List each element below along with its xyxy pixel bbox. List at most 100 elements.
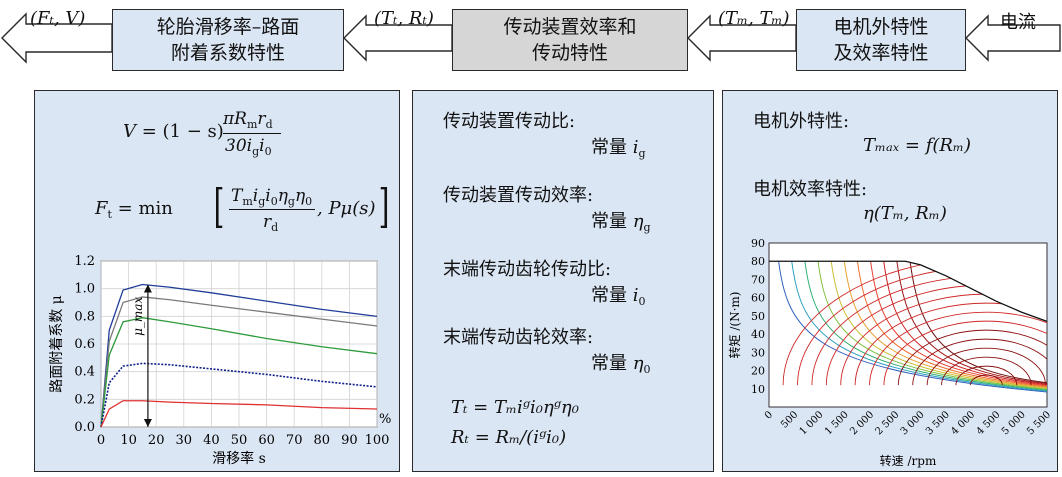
- efficiency-island-contour-6: [897, 329, 1047, 386]
- velocity-fraction-bar: [223, 133, 281, 134]
- slip-friction-chart: 0 10 20 30 40 50 60 70 80 90 100 0.0 0.2 0.4 0.6 0.8 1.0…: [49, 254, 391, 467]
- max-torque-curve: [769, 260, 1048, 322]
- map-x-tick-label: 5 500: [1025, 409, 1053, 437]
- force-fraction-bar: [229, 209, 315, 210]
- gear-efficiency-label: 传动装置传动效率:: [443, 185, 594, 206]
- map-y-tick-label: 70: [751, 273, 765, 286]
- trans-signal-label: (Tₜ, Rₜ): [374, 8, 434, 29]
- map-x-tick-label: 5 000: [1000, 409, 1028, 437]
- map-x-tick-label: 3 000: [899, 409, 927, 437]
- map-x-tick-label: 1 500: [823, 409, 851, 437]
- motor-efficiency-label: 电机效率特性:: [753, 179, 868, 200]
- efficiency-island-contour-5: [912, 338, 1047, 386]
- efficiency-island-contour-7: [883, 320, 1047, 386]
- y-tick-label: 0.0: [74, 420, 95, 435]
- right-bracket: ]: [378, 179, 390, 233]
- map-x-tick-label: 0: [763, 409, 775, 421]
- efficiency-island-contour-4: [926, 347, 1046, 386]
- map-y-tick-label: 30: [751, 346, 765, 359]
- map-y-tick-label: 50: [751, 310, 765, 323]
- output-signal-label: (Fₜ, V): [30, 8, 86, 29]
- x-tick-label: 90: [341, 433, 358, 448]
- map-y-tick-label: 20: [751, 365, 765, 378]
- efficiency-contour-6: [843, 261, 1047, 389]
- friction-curve-2: [100, 296, 378, 428]
- motor-model-box: 电机外特性 及效率特性: [796, 9, 966, 71]
- map-x-tick-label: 1 000: [798, 409, 826, 437]
- final-efficiency-label: 末端传动齿轮效率:: [443, 327, 594, 348]
- efficiency-island-contour-2: [955, 365, 1018, 386]
- y-tick-label: 0.2: [74, 392, 95, 407]
- motor-efficiency-formula: η(Tₘ, Rₘ): [863, 203, 947, 224]
- x-tick-label: 70: [286, 433, 303, 448]
- y-tick-label: 1.2: [74, 254, 95, 269]
- efficiency-contour-10: [895, 261, 1047, 385]
- efficiency-island-contour-8: [869, 311, 1047, 386]
- map-x-axis-title: 转速 /rpm: [880, 453, 937, 468]
- final-efficiency-value: 常量 η0: [591, 353, 651, 376]
- y-tick-label: 0.4: [74, 365, 95, 380]
- map-x-tick-label: 2 000: [848, 409, 876, 437]
- map-x-tick-label: 4 000: [949, 409, 977, 437]
- final-ratio-value: 常量 i0: [591, 285, 646, 308]
- x-tick-label: 60: [258, 433, 275, 448]
- motor-signal-label: (Tₘ, Tₘ): [718, 8, 790, 29]
- transmission-model-box: 传动装置效率和 传动特性: [452, 9, 688, 71]
- motor-panel: 电机外特性: Tₘₐₓ = f(Rₘ) 电机效率特性: η(Tₘ, Rₘ) 10…: [722, 90, 1058, 472]
- efficiency-island-contour-14: [782, 261, 1047, 386]
- input-signal-label: 电流: [1000, 12, 1036, 33]
- x-tick-label: 10: [120, 433, 137, 448]
- mu-max-arrowhead-top: [143, 284, 152, 293]
- efficiency-contour-1: [777, 261, 1047, 393]
- gear-ratio-label: 传动装置传动比:: [443, 111, 576, 132]
- force-denominator: rd: [263, 212, 279, 234]
- force-equation: Ft = min: [95, 198, 173, 221]
- force-numerator: Tmigi0ηgη0: [231, 186, 313, 208]
- efficiency-island-contour-1: [969, 374, 1003, 386]
- x-axis-title: 滑移率 s: [212, 450, 266, 467]
- x-tick-label: 0: [97, 433, 105, 448]
- friction-curve-5: [100, 400, 378, 428]
- efficiency-contour-3: [803, 261, 1047, 392]
- map-y-axis-title: 转矩 /(N·m): [727, 292, 742, 359]
- tyre-panel: V = (1 − s) πRmrd 30igi0 Ft = min [ Tmig…: [34, 90, 400, 472]
- map-y-tick-label: 90: [751, 237, 765, 250]
- map-x-tick-label: 500: [779, 409, 800, 430]
- motor-external-formula: Tₘₐₓ = f(Rₘ): [863, 135, 972, 156]
- velocity-numerator: πRmrd: [223, 109, 273, 131]
- map-x-tick-label: 4 500: [975, 409, 1003, 437]
- velocity-denominator: 30igi0: [225, 136, 272, 158]
- transmission-panel: 传动装置传动比: 常量 ig 传动装置传动效率: 常量 ηg 末端传动齿轮传动比…: [412, 90, 714, 472]
- input-arrow: [965, 14, 1061, 62]
- efficiency-contour-5: [830, 261, 1047, 390]
- force-tail: , Pμ(s): [317, 198, 376, 219]
- efficiency-contour-8: [869, 261, 1047, 387]
- map-x-tick-label: 3 500: [924, 409, 952, 437]
- efficiency-island-contour-9: [854, 302, 1047, 386]
- efficiency-contour-4: [817, 261, 1047, 391]
- gear-ratio-value: 常量 ig: [591, 137, 646, 160]
- x-tick-label: 20: [148, 433, 165, 448]
- x-tick-label: 100: [365, 433, 390, 448]
- final-ratio-label: 末端传动齿轮传动比:: [443, 259, 612, 280]
- motor-external-label: 电机外特性:: [753, 111, 850, 132]
- x-tick-label: 80: [314, 433, 331, 448]
- x-tick-label: 30: [176, 433, 193, 448]
- y-axis-title: 路面附着系数 μ: [49, 295, 65, 393]
- y-tick-label: 1.0: [74, 282, 95, 297]
- x-tick-label: 50: [231, 433, 248, 448]
- map-y-tick-label: 60: [751, 292, 765, 305]
- mu-max-arrowhead-bottom: [143, 419, 152, 427]
- left-bracket: [: [213, 179, 225, 233]
- friction-curve-3: [100, 317, 378, 428]
- y-tick-label: 0.8: [74, 309, 95, 324]
- tyre-model-box: 轮胎滑移率–路面 附着系数特性: [112, 9, 344, 71]
- velocity-equation: V = (1 − s): [123, 121, 224, 142]
- mu-max-label: μ_max: [131, 297, 145, 336]
- speed-formula: Rₜ = Rₘ/(iᵍi₀): [451, 427, 567, 448]
- x-unit-label: %: [379, 412, 391, 427]
- map-y-tick-label: 80: [751, 255, 765, 268]
- friction-curve-4: [100, 362, 378, 428]
- x-tick-label: 40: [203, 433, 220, 448]
